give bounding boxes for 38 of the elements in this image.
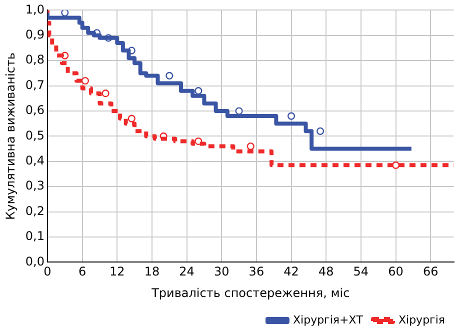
point — [246, 142, 254, 150]
point — [61, 10, 69, 17]
point — [194, 137, 202, 146]
x-tick-label: 66 — [422, 264, 438, 279]
x-tick-label: 42 — [284, 264, 299, 279]
y-tick-label: 0,9 — [25, 28, 44, 42]
point — [235, 107, 243, 115]
y-tick-label: 0,8 — [25, 52, 44, 67]
x-tick-label: 24 — [179, 264, 194, 279]
y-tick-label: 0,0 — [25, 254, 44, 268]
y-tick-label: 0,5 — [25, 128, 44, 142]
point — [287, 112, 296, 120]
x-tick-label: 0 — [44, 264, 52, 279]
point — [166, 72, 174, 80]
y-axis-title: Кумулятивна виживаність — [3, 52, 18, 220]
x-axis-title: Тривалість спостереження, міс — [150, 286, 350, 300]
x-tick-label: 36 — [248, 264, 264, 279]
y-tick-label: 0,1 — [25, 229, 44, 244]
x-tick-label: 60 — [388, 264, 404, 279]
point — [81, 76, 90, 85]
x-tick-label: 18 — [144, 264, 160, 279]
y-tick-label: 1,0 — [25, 2, 44, 16]
point — [316, 127, 324, 135]
x-tick-label: 30 — [214, 264, 230, 279]
y-tick-label: 0,6 — [25, 103, 44, 118]
x-tick-label: 12 — [110, 264, 125, 279]
y-tick-label: 0,4 — [25, 154, 44, 168]
x-tick-label: 54 — [353, 264, 369, 279]
y-tick-label: 0,2 — [25, 204, 44, 218]
point — [102, 90, 110, 98]
y-tick-label: 0,7 — [25, 78, 44, 92]
point — [194, 87, 202, 95]
legend-label: Хірургія — [398, 313, 446, 326]
point — [128, 114, 136, 122]
x-tick-label: 6 — [78, 264, 86, 279]
x-tick-label: 48 — [318, 264, 334, 279]
legend-label: Хірургія+ХТ — [292, 313, 364, 326]
y-tick-label: 0,3 — [25, 178, 44, 193]
